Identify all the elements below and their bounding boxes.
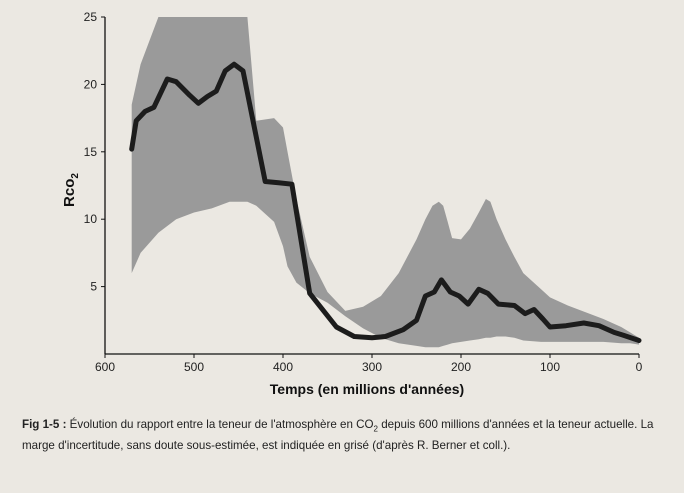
central-line-layer xyxy=(129,61,642,343)
x-tick-label: 600 xyxy=(95,360,115,374)
x-tick-label: 500 xyxy=(184,360,204,374)
x-tick-label: 100 xyxy=(540,360,560,374)
figure-caption: Fig 1-5 : Évolution du rapport entre la … xyxy=(22,416,667,454)
x-axis-title: Temps (en millions d'années) xyxy=(270,381,464,397)
y-axis-title-main: Rco xyxy=(61,179,78,207)
caption-label: Fig 1-5 : xyxy=(22,418,67,431)
co2-ratio-line xyxy=(129,61,642,343)
co2-chart: 600 500 400 300 200 100 0 5 10 15 20 25 Temps (en m… xyxy=(61,10,643,397)
y-tick-label: 20 xyxy=(84,77,98,91)
uncertainty-band xyxy=(131,17,639,348)
x-tick-label: 400 xyxy=(273,360,293,374)
caption-text-part2: depuis 600 millions d'années et la teneu… xyxy=(22,418,654,453)
axes-layer xyxy=(101,16,640,358)
y-tick-label: 25 xyxy=(84,10,98,24)
y-tick-label: 15 xyxy=(84,145,98,159)
y-tick-label: 5 xyxy=(90,280,97,294)
caption-text-part1: Évolution du rapport entre la teneur de … xyxy=(66,418,374,431)
uncertainty-band-layer xyxy=(131,17,639,348)
y-tick-label: 10 xyxy=(84,212,98,226)
x-tick-label: 300 xyxy=(362,360,382,374)
y-axis-title-sub: 2 xyxy=(70,173,81,179)
x-tick-label: 0 xyxy=(636,360,643,374)
svg-text:Rco2: Rco2 xyxy=(61,173,81,207)
y-axis-title: Rco2 xyxy=(61,173,81,207)
caption-subscript: 2 xyxy=(373,424,378,434)
x-tick-label: 200 xyxy=(451,360,471,374)
tick-labels-layer: 600 500 400 300 200 100 0 5 10 15 20 25 xyxy=(84,10,643,374)
